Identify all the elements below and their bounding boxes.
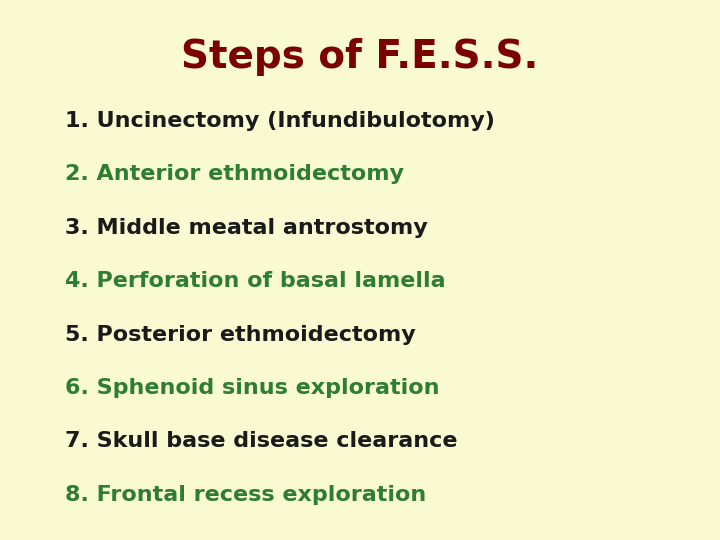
Text: 6. Sphenoid sinus exploration: 6. Sphenoid sinus exploration [65, 378, 439, 398]
Text: 2. Anterior ethmoidectomy: 2. Anterior ethmoidectomy [65, 164, 404, 184]
Text: 4. Perforation of basal lamella: 4. Perforation of basal lamella [65, 271, 446, 291]
Text: 3. Middle meatal antrostomy: 3. Middle meatal antrostomy [65, 218, 428, 238]
Text: 7. Skull base disease clearance: 7. Skull base disease clearance [65, 431, 457, 451]
Text: Steps of F.E.S.S.: Steps of F.E.S.S. [181, 38, 539, 76]
Text: 5. Posterior ethmoidectomy: 5. Posterior ethmoidectomy [65, 325, 415, 345]
Text: 8. Frontal recess exploration: 8. Frontal recess exploration [65, 485, 426, 505]
Text: 1. Uncinectomy (Infundibulotomy): 1. Uncinectomy (Infundibulotomy) [65, 111, 495, 131]
